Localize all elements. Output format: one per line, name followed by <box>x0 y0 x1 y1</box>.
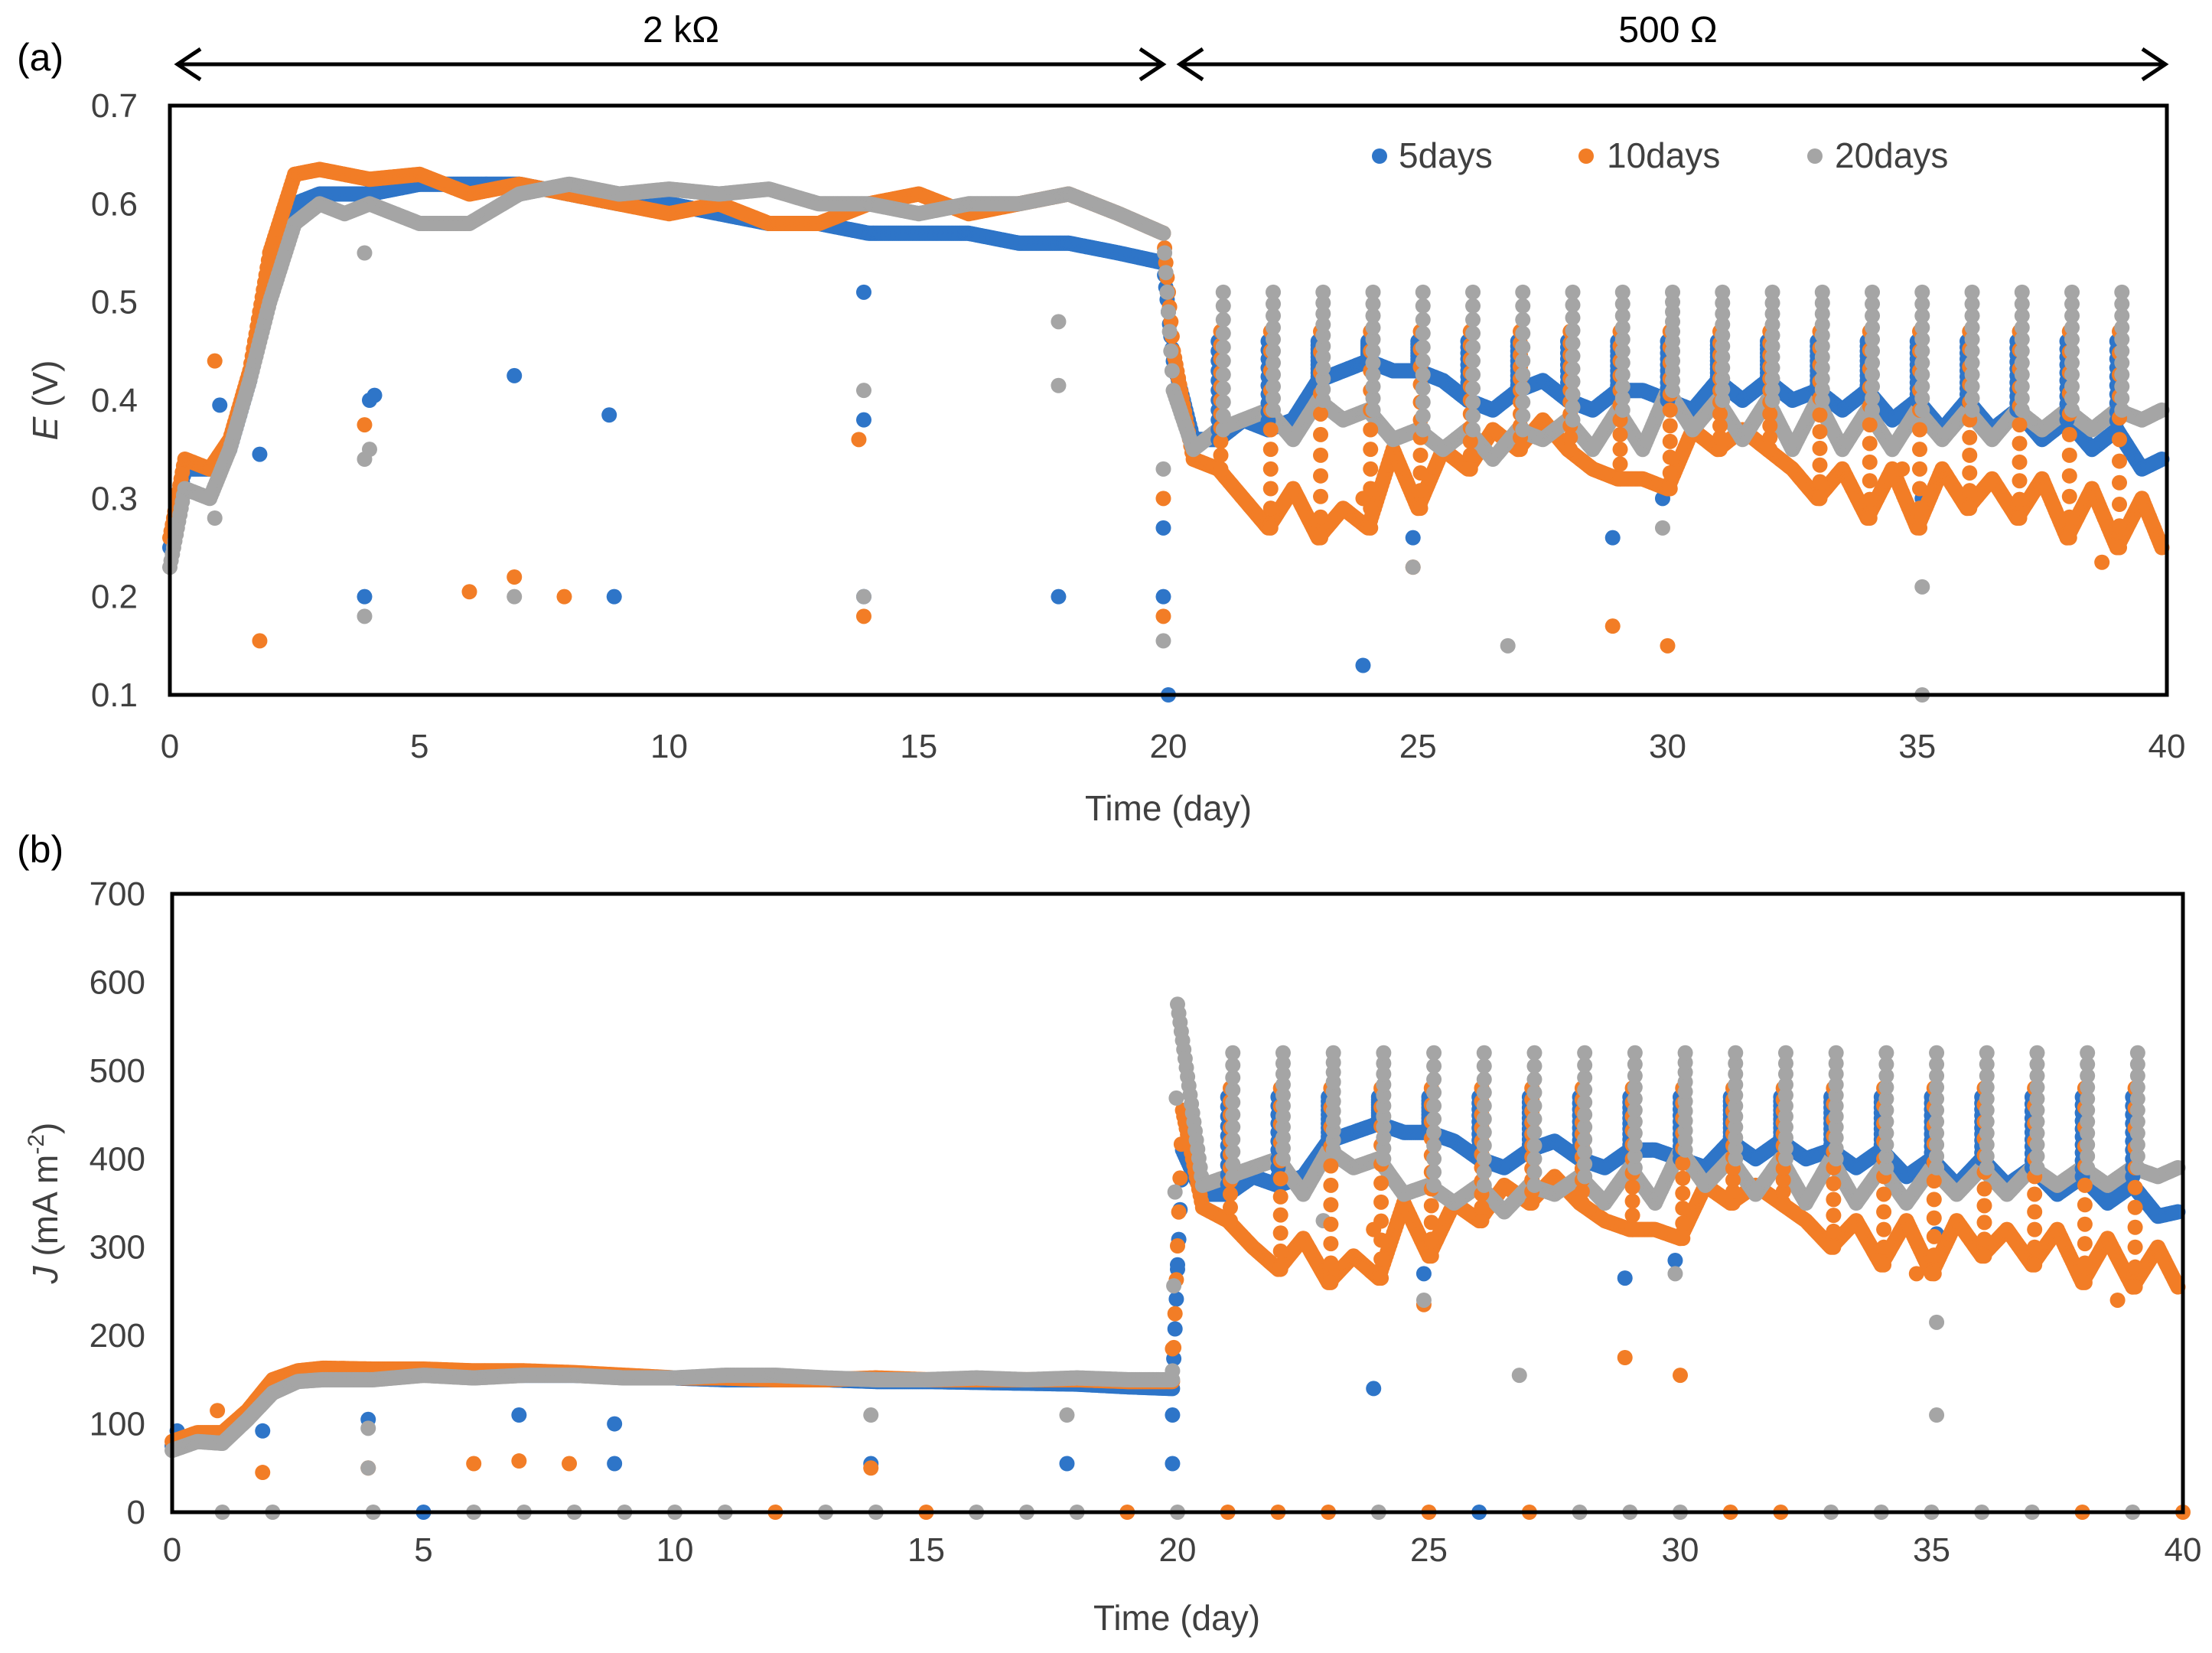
x-tick-label: 35 <box>1898 728 1936 765</box>
y-tick-label: 0.3 <box>91 480 138 517</box>
arrow-500-left-head <box>1176 47 1204 82</box>
arrow-500-right-head <box>2141 47 2169 82</box>
outlier-point <box>855 588 871 605</box>
panel-a-data-points <box>162 161 2170 703</box>
data-point <box>1161 304 1176 320</box>
panel-a-y-ticks: 0.1 0.2 0.3 0.4 0.5 0.6 0.7 <box>91 87 138 714</box>
x-tick-label: 10 <box>650 728 688 765</box>
outlier-point <box>855 608 871 624</box>
y-tick-label: 0.7 <box>91 87 138 125</box>
data-point <box>1163 343 1179 359</box>
outlier-point <box>1155 461 1171 477</box>
y-tick-label: 0.6 <box>91 185 138 223</box>
resistance-annotations: 2 kΩ 500 Ω <box>174 10 2169 82</box>
x-tick-label: 30 <box>1649 728 1686 765</box>
outlier-point <box>1355 657 1371 673</box>
outlier-point <box>1500 637 1516 654</box>
y-tick-label: 0.5 <box>91 284 138 321</box>
outlier-point <box>1155 491 1171 507</box>
outlier-point <box>357 608 373 624</box>
data-point <box>1155 225 1171 241</box>
y-tick-label: 0.2 <box>91 579 138 616</box>
data-point <box>1158 265 1174 281</box>
outlier-point <box>851 432 867 448</box>
outlier-point <box>1654 520 1670 536</box>
data-point <box>1157 245 1173 261</box>
outlier-point <box>1051 588 1067 605</box>
x-tick-label: 15 <box>900 728 937 765</box>
data-point <box>1161 324 1178 340</box>
x-tick-label: 5 <box>410 728 428 765</box>
outlier-point <box>1155 633 1171 649</box>
x-tick-label: 20 <box>1150 728 1187 765</box>
outlier-point <box>601 407 617 423</box>
outlier-point <box>855 412 871 428</box>
outlier-point <box>1051 314 1067 330</box>
resistance-500-label: 500 Ω <box>1618 10 1717 51</box>
outlier-point <box>1894 461 1911 477</box>
outlier-point <box>252 633 268 649</box>
outlier-point <box>855 284 871 300</box>
outlier-point <box>1155 588 1171 605</box>
outlier-point <box>1604 618 1621 634</box>
panel-a: (a) 0.1 0.2 0.3 0.4 0.5 0.6 0.7 0 5 10 15 20 25 30 35… <box>17 36 2185 828</box>
arrow-2k-left-head <box>174 47 202 82</box>
outlier-point <box>507 588 523 605</box>
outlier-point <box>556 588 572 605</box>
outlier-point <box>357 245 373 261</box>
outlier-point <box>252 446 268 462</box>
resistance-2k-label: 2 kΩ <box>643 10 719 51</box>
outlier-point <box>507 367 523 383</box>
outlier-point <box>606 588 622 605</box>
y-tick-label: 0.1 <box>91 677 138 714</box>
panel-a-x-ticks: 0 5 10 15 20 25 30 35 40 <box>161 728 2186 765</box>
outlier-point <box>1405 530 1421 546</box>
x-tick-label: 25 <box>1399 728 1437 765</box>
arrow-2k-right-head <box>1139 47 1167 82</box>
data-point <box>1159 284 1175 300</box>
outlier-point <box>207 510 223 526</box>
outlier-point <box>362 442 377 458</box>
data-point <box>1164 363 1180 379</box>
outlier-point <box>1604 530 1621 546</box>
outlier-point <box>212 397 228 413</box>
outlier-point <box>2094 554 2110 570</box>
outlier-point <box>855 383 871 399</box>
outlier-point <box>1405 559 1421 575</box>
panel-a-label: (a) <box>17 36 64 79</box>
outlier-point <box>1155 608 1171 624</box>
outlier-point <box>1660 637 1676 654</box>
y-tick-label: 0.4 <box>91 382 138 419</box>
outlier-point <box>1914 579 1930 595</box>
outlier-point <box>461 584 477 600</box>
outlier-point <box>1051 377 1067 393</box>
x-tick-label: 0 <box>161 728 179 765</box>
outlier-point <box>357 417 373 433</box>
outlier-point <box>357 588 373 605</box>
outlier-point <box>366 387 383 403</box>
outlier-point <box>1155 520 1171 536</box>
outlier-point <box>507 569 523 585</box>
outlier-point <box>207 353 223 369</box>
x-tick-label: 40 <box>2148 728 2186 765</box>
